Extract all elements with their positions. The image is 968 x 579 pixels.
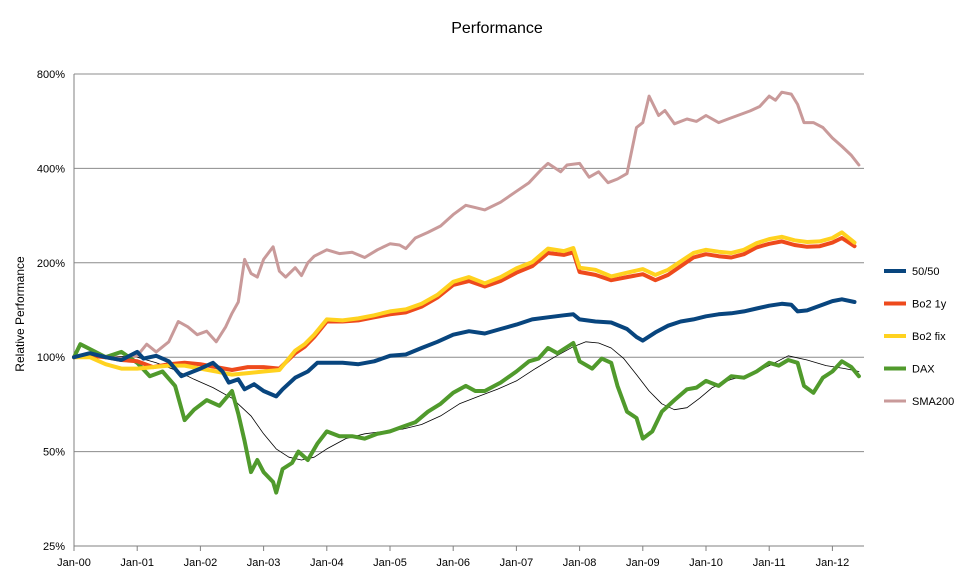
y-tick-label: 800% bbox=[37, 69, 65, 81]
x-tick-label: Jan-06 bbox=[436, 557, 470, 569]
y-tick-label: 25% bbox=[43, 541, 65, 553]
x-tick-label: Jan-12 bbox=[816, 557, 850, 569]
x-tick-label: Jan-10 bbox=[689, 557, 723, 569]
series-line-unlabeled bbox=[74, 342, 859, 460]
series-lines bbox=[74, 92, 859, 492]
x-tick-label: Jan-04 bbox=[310, 557, 344, 569]
x-tick-label: Jan-03 bbox=[247, 557, 281, 569]
x-tick-label: Jan-02 bbox=[184, 557, 218, 569]
x-tick-label: Jan-01 bbox=[120, 557, 154, 569]
x-tick-label: Jan-07 bbox=[500, 557, 534, 569]
legend-label: 50/50 bbox=[912, 266, 940, 278]
series-line-sma200 bbox=[74, 92, 859, 358]
legend-label: Bo2 fix bbox=[912, 331, 946, 343]
x-tick-label: Jan-09 bbox=[626, 557, 660, 569]
x-tick-label: Jan-00 bbox=[57, 557, 91, 569]
legend-label: DAX bbox=[912, 364, 935, 376]
y-tick-label: 400% bbox=[37, 163, 65, 175]
y-tick-label: 100% bbox=[37, 352, 65, 364]
y-tick-label: 200% bbox=[37, 258, 65, 270]
x-tick-label: Jan-11 bbox=[753, 557, 786, 569]
x-tick-label: Jan-08 bbox=[563, 557, 597, 569]
y-tick-label: 50% bbox=[43, 447, 65, 459]
legend-label: SMA200 bbox=[912, 396, 954, 408]
series-line-bo2-fix bbox=[74, 232, 855, 374]
chart-title: Performance bbox=[451, 20, 543, 37]
series-line-bo2-1y bbox=[74, 238, 855, 370]
x-tick-label: Jan-05 bbox=[373, 557, 407, 569]
legend-label: Bo2 1y bbox=[912, 299, 947, 311]
legend: 50/50 Bo2 1y Bo2 fix DAX SMA200 bbox=[884, 266, 954, 408]
series-line-50-50 bbox=[74, 299, 855, 396]
y-axis-label: Relative Performance bbox=[13, 256, 27, 372]
axes: 25% 50% 100% 200% 400% 800% Jan-00 Jan-01 Jan-02… bbox=[37, 69, 864, 569]
